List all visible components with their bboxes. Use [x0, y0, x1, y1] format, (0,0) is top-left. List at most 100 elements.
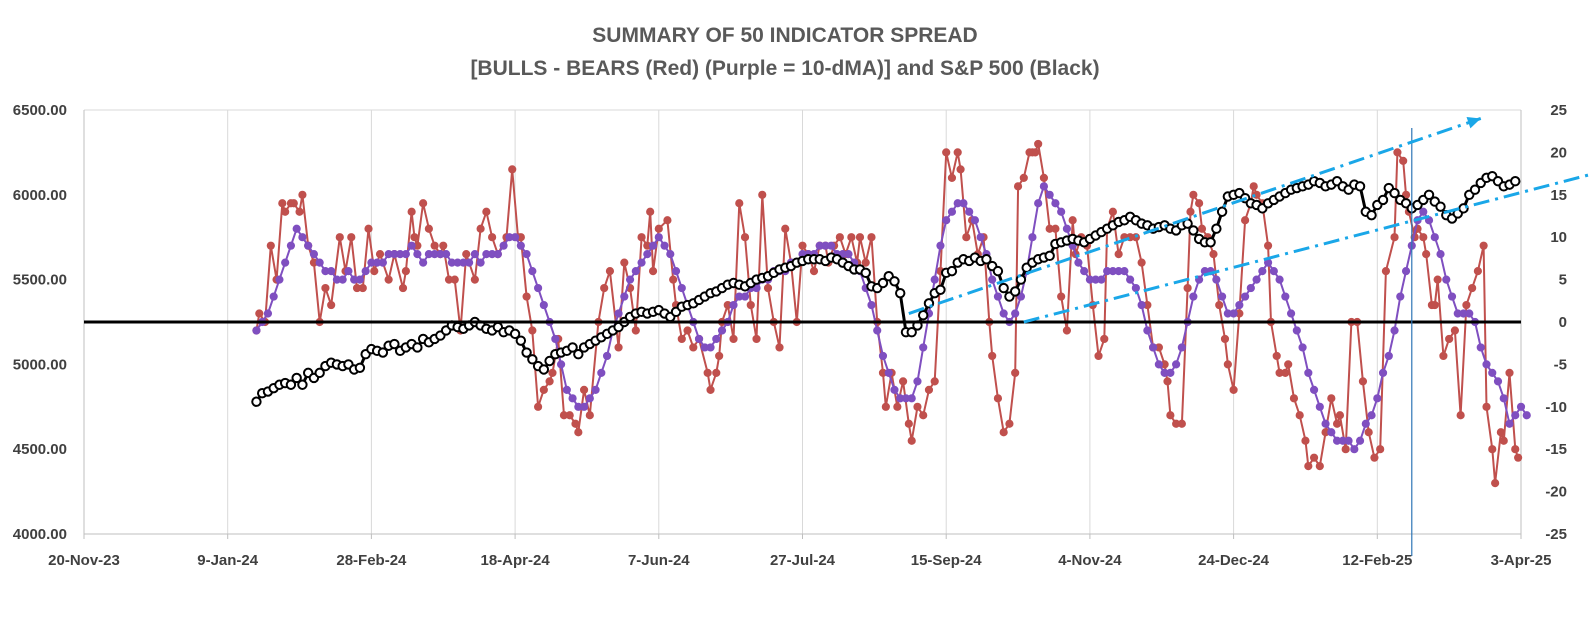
data-point: [663, 216, 672, 225]
data-point: [556, 360, 566, 369]
data-point: [1321, 419, 1330, 428]
series-layer: [251, 139, 1531, 488]
data-point: [533, 283, 543, 293]
data-point: [1482, 360, 1491, 369]
data-point: [752, 334, 761, 344]
data-point: [1476, 343, 1485, 352]
data-point: [1269, 267, 1278, 276]
data-point: [965, 207, 974, 216]
data-point: [516, 241, 525, 250]
data-point: [1177, 343, 1186, 352]
data-point: [1361, 419, 1370, 428]
data-point: [740, 233, 750, 242]
data-point: [1039, 182, 1049, 191]
data-point: [625, 275, 635, 284]
series-3: [251, 170, 1521, 407]
data-point: [1309, 453, 1319, 462]
y-right-tick-label: -5: [1554, 356, 1567, 373]
data-point: [1051, 199, 1060, 208]
data-point: [424, 224, 433, 233]
data-point: [1013, 182, 1023, 191]
data-point: [620, 292, 629, 301]
data-point: [1143, 326, 1152, 335]
data-point: [1149, 343, 1158, 352]
data-point: [746, 300, 755, 310]
data-point: [942, 148, 951, 157]
data-point: [890, 385, 899, 394]
x-tick-label: 24-Dec-24: [1198, 552, 1270, 569]
data-point: [1209, 250, 1218, 259]
data-point: [654, 224, 663, 233]
data-point: [1258, 267, 1267, 276]
data-point: [1378, 368, 1388, 377]
data-point: [942, 216, 951, 225]
data-point: [508, 165, 517, 174]
data-point: [775, 343, 784, 352]
data-point: [873, 326, 882, 335]
data-point: [358, 283, 367, 293]
data-point: [548, 368, 557, 377]
data-point: [251, 396, 262, 407]
data-point: [522, 292, 531, 301]
data-point: [620, 258, 629, 267]
data-point: [600, 283, 609, 293]
data-point: [1436, 250, 1445, 259]
data-point: [255, 309, 264, 318]
data-point: [809, 267, 819, 276]
data-point: [666, 250, 675, 259]
data-point: [1263, 241, 1273, 250]
data-point: [1381, 267, 1391, 276]
data-point: [1031, 148, 1040, 157]
data-point: [930, 275, 939, 284]
data-point: [364, 224, 373, 233]
data-point: [298, 190, 307, 199]
series-2: [252, 182, 1531, 454]
data-point: [867, 233, 876, 242]
data-point: [1240, 292, 1250, 301]
data-point: [1166, 368, 1175, 377]
data-point: [648, 267, 658, 276]
data-point: [1108, 207, 1117, 216]
data-point: [735, 199, 744, 208]
data-point: [1462, 300, 1471, 310]
x-tick-label: 15-Sep-24: [911, 552, 983, 569]
data-point: [631, 326, 640, 335]
data-point: [1456, 411, 1465, 420]
data-point: [439, 241, 448, 250]
data-point: [729, 334, 738, 344]
data-point: [1057, 207, 1066, 216]
data-point: [763, 283, 773, 293]
data-point: [1126, 275, 1135, 284]
data-point: [378, 258, 387, 267]
data-point: [898, 377, 908, 386]
data-point: [844, 250, 853, 259]
data-point: [309, 250, 319, 259]
data-point: [1062, 224, 1072, 233]
data-point: [988, 275, 997, 284]
data-point: [1491, 479, 1500, 488]
data-point: [669, 275, 678, 284]
data-point: [413, 250, 422, 259]
data-point: [1373, 394, 1382, 403]
data-point: [430, 241, 439, 250]
data-point: [401, 250, 410, 259]
data-point: [527, 354, 538, 365]
data-point: [1218, 292, 1227, 301]
data-point: [1350, 445, 1359, 454]
data-point: [510, 233, 520, 242]
data-point: [646, 207, 655, 216]
data-point: [1154, 360, 1163, 369]
y-left-tick-label: 5000.00: [13, 356, 67, 373]
data-point: [354, 362, 366, 373]
data-point: [1281, 292, 1290, 301]
data-point: [959, 199, 968, 208]
data-point: [1275, 275, 1284, 284]
data-point: [1377, 194, 1389, 206]
y-right-tick-label: 0: [1559, 314, 1567, 331]
data-point: [1358, 377, 1368, 386]
data-point: [545, 377, 554, 386]
trend-arrow-head: [1466, 116, 1481, 129]
data-point: [1430, 233, 1439, 242]
data-point: [717, 326, 727, 335]
